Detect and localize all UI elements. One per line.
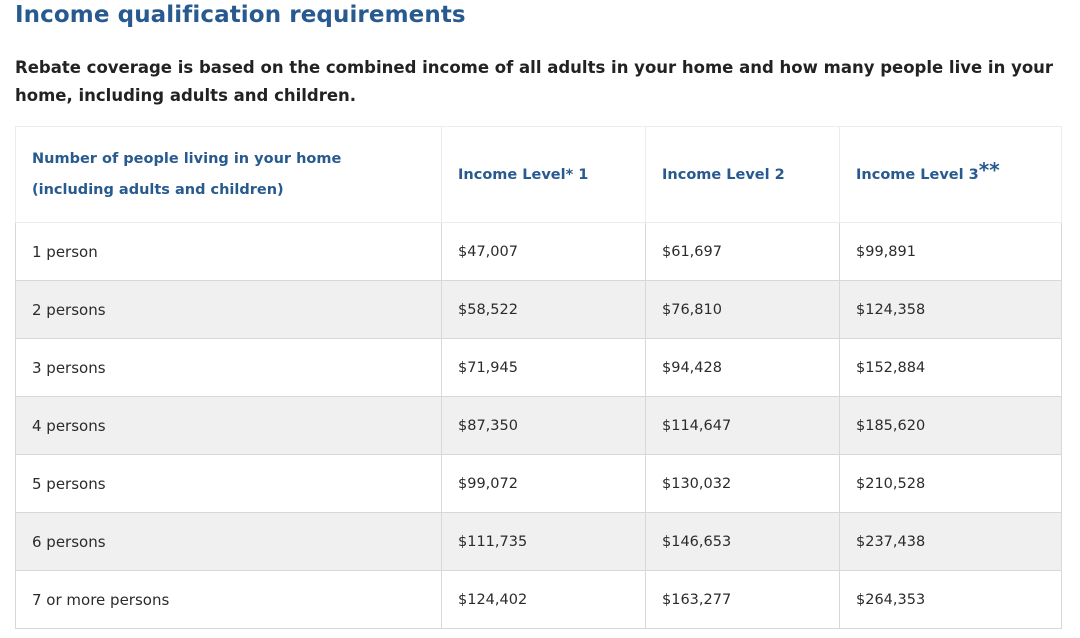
column-header-people: Number of people living in your home (in…	[15, 126, 442, 223]
people-cell: 7 or more persons	[15, 570, 442, 629]
level3-cell: $264,353	[839, 570, 1062, 629]
people-cell: 6 persons	[15, 512, 442, 571]
level1-cell: $99,072	[441, 454, 646, 513]
table-row: 4 persons $87,350 $114,647 $185,620	[15, 396, 1062, 455]
table-row: 3 persons $71,945 $94,428 $152,884	[15, 338, 1062, 397]
intro-text: Rebate coverage is based on the combined…	[15, 58, 1054, 105]
level2-cell: $163,277	[645, 570, 840, 629]
level1-cell: $58,522	[441, 280, 646, 339]
level2-cell: $114,647	[645, 396, 840, 455]
level2-cell: $76,810	[645, 280, 840, 339]
footnote-marker: **	[978, 157, 1000, 182]
people-cell: 1 person	[15, 222, 442, 281]
level3-cell: $210,528	[839, 454, 1062, 513]
level1-cell: $111,735	[441, 512, 646, 571]
level2-cell: $146,653	[645, 512, 840, 571]
page-title: Income qualification requirements	[15, 2, 466, 28]
level2-cell: $130,032	[645, 454, 840, 513]
level1-cell: $71,945	[441, 338, 646, 397]
table-row: 2 persons $58,522 $76,810 $124,358	[15, 280, 1062, 339]
table-row: 6 persons $111,735 $146,653 $237,438	[15, 512, 1062, 571]
level1-cell: $47,007	[441, 222, 646, 281]
level3-cell: $124,358	[839, 280, 1062, 339]
level2-cell: $61,697	[645, 222, 840, 281]
level3-cell: $99,891	[839, 222, 1062, 281]
level1-cell: $87,350	[441, 396, 646, 455]
people-cell: 4 persons	[15, 396, 442, 455]
table-row: 1 person $47,007 $61,697 $99,891	[15, 222, 1062, 281]
level3-cell: $185,620	[839, 396, 1062, 455]
people-cell: 3 persons	[15, 338, 442, 397]
column-header-level2: Income Level 2	[645, 126, 840, 223]
column-header-level1: Income Level* 1	[441, 126, 646, 223]
level1-cell: $124,402	[441, 570, 646, 629]
table-row: 5 persons $99,072 $130,032 $210,528	[15, 454, 1062, 513]
table-header-row: Number of people living in your home (in…	[15, 126, 1062, 223]
people-cell: 2 persons	[15, 280, 442, 339]
column-header-level3-label: Income Level 3	[856, 166, 979, 183]
column-header-people-line1: Number of people living in your home	[32, 150, 342, 167]
level3-cell: $152,884	[839, 338, 1062, 397]
column-header-people-line2: (including adults and children)	[32, 181, 284, 198]
column-header-level3: Income Level 3**	[839, 126, 1062, 223]
income-table: Number of people living in your home (in…	[15, 126, 1062, 629]
people-cell: 5 persons	[15, 454, 442, 513]
level2-cell: $94,428	[645, 338, 840, 397]
level3-cell: $237,438	[839, 512, 1062, 571]
table-row: 7 or more persons $124,402 $163,277 $264…	[15, 570, 1062, 629]
